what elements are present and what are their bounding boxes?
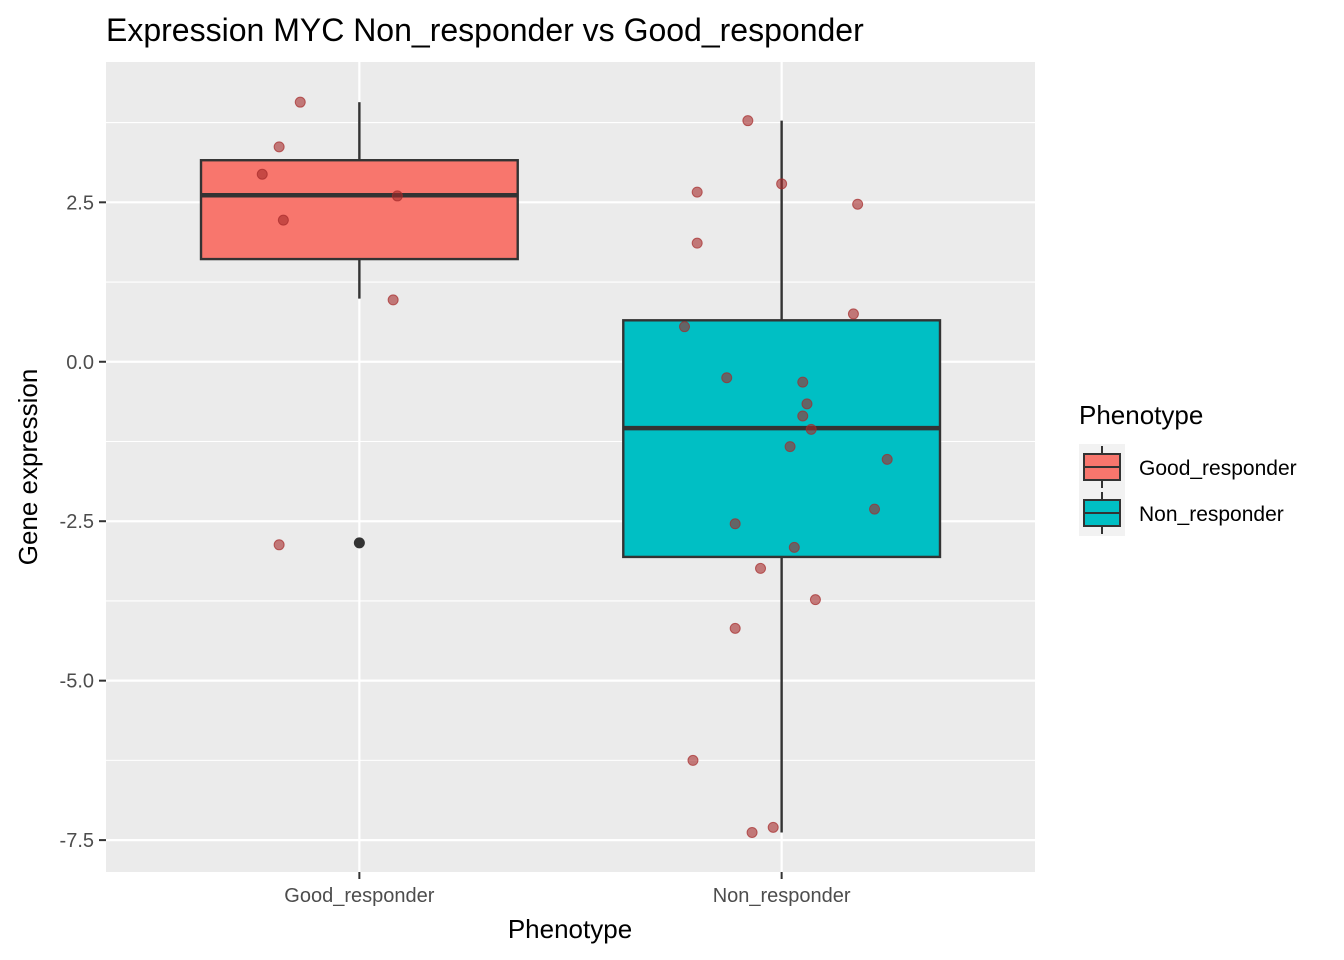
y-tick-label: -2.5 <box>60 511 94 533</box>
jitter-point <box>852 198 864 210</box>
x-axis-title: Phenotype <box>508 914 632 944</box>
box-Non_responder <box>622 120 942 833</box>
jitter-point <box>809 594 821 606</box>
jitter-point <box>805 423 817 435</box>
jitter-points-layer <box>256 96 893 838</box>
box-iqr <box>199 159 519 261</box>
legend-item-Good_responder: Good_responder <box>1079 444 1297 490</box>
x-tick-label: Non_responder <box>713 885 851 907</box>
jitter-point <box>784 441 796 453</box>
jitter-point <box>755 562 767 574</box>
y-tick-label: 0.0 <box>66 352 94 374</box>
legend-title: Phenotype <box>1079 400 1203 430</box>
jitter-point <box>721 372 733 384</box>
jitter-point <box>797 376 809 388</box>
jitter-point <box>256 168 268 180</box>
jitter-point <box>797 410 809 422</box>
jitter-point <box>391 190 403 202</box>
box-iqr <box>622 319 942 559</box>
y-tick-label: -5.0 <box>60 671 94 693</box>
jitter-point <box>679 321 691 333</box>
y-tick-label: 2.5 <box>66 192 94 214</box>
jitter-point <box>767 821 779 833</box>
x-axis: Good_responder Non_responder <box>284 872 851 907</box>
jitter-point <box>294 96 306 108</box>
jitter-point <box>729 518 741 530</box>
y-tick-label: -7.5 <box>60 830 94 852</box>
chart-title: Expression MYC Non_responder vs Good_res… <box>106 12 864 48</box>
jitter-point <box>746 826 758 838</box>
jitter-point <box>801 398 813 410</box>
legend-label: Good_responder <box>1139 457 1297 480</box>
jitter-point <box>847 308 859 320</box>
jitter-point <box>273 141 285 153</box>
jitter-point <box>277 214 289 226</box>
boxes-layer <box>199 102 942 833</box>
jitter-point <box>869 503 881 515</box>
y-axis: 2.5 0.0 -2.5 -5.0 -7.5 <box>60 192 106 852</box>
legend: Phenotype Good_responder Non_responder <box>1079 400 1297 536</box>
box-Good_responder <box>199 102 519 549</box>
jitter-point <box>742 115 754 127</box>
jitter-point <box>691 186 703 198</box>
jitter-point <box>788 541 800 553</box>
outlier-point <box>353 537 365 549</box>
jitter-point <box>776 178 788 190</box>
jitter-point <box>881 453 893 465</box>
jitter-point <box>691 237 703 249</box>
legend-item-Non_responder: Non_responder <box>1079 490 1284 536</box>
jitter-point <box>687 754 699 766</box>
legend-keys: Good_responder Non_responder <box>1079 444 1297 536</box>
y-axis-title: Gene expression <box>13 369 43 566</box>
x-tick-label: Good_responder <box>284 885 434 907</box>
jitter-point <box>273 539 285 551</box>
jitter-point <box>729 622 741 634</box>
legend-label: Non_responder <box>1139 503 1284 526</box>
jitter-point <box>387 294 399 306</box>
